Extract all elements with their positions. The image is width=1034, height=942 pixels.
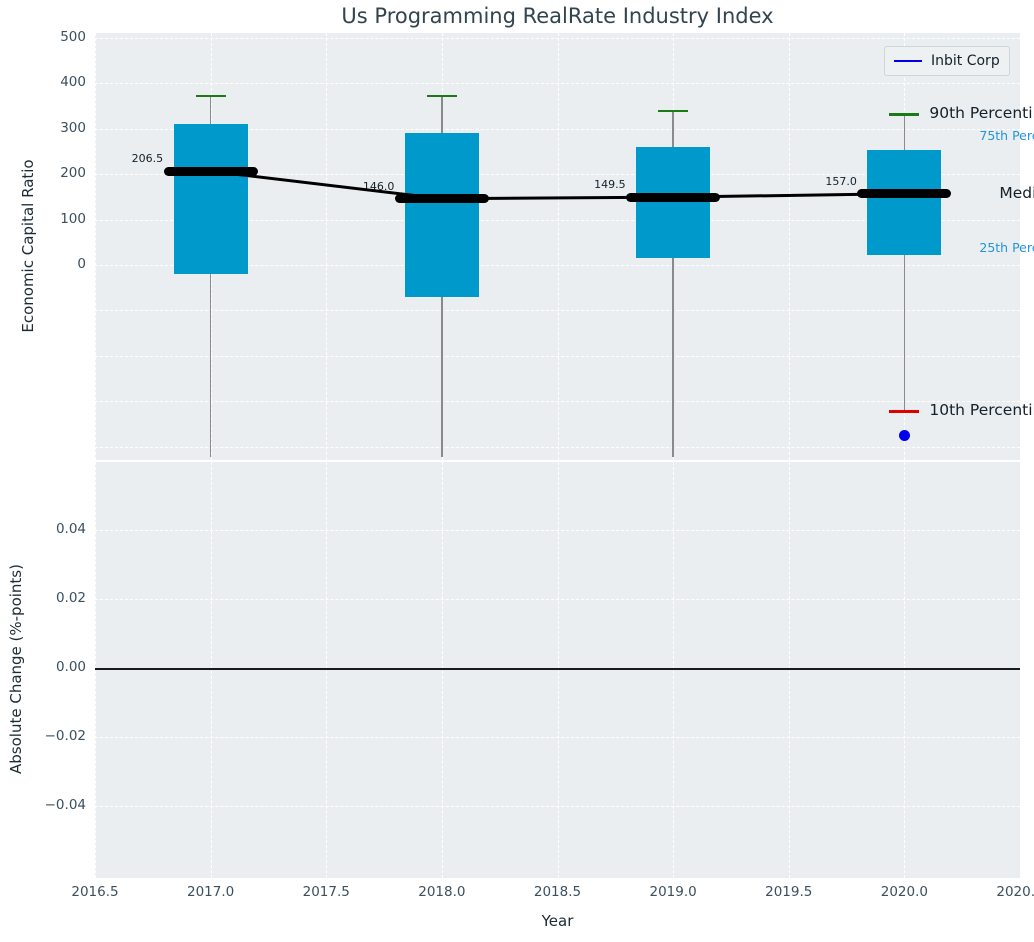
y-axis-tick-label: 400 — [60, 74, 86, 91]
x-axis-tick-label: 2018.0 — [418, 884, 466, 900]
box-interquartile-range — [173, 124, 248, 275]
gridline-vertical — [1020, 33, 1022, 460]
gridline-vertical — [788, 462, 791, 878]
bottom-plot-panel — [95, 462, 1022, 878]
box-interquartile-range — [636, 146, 711, 259]
annotation-75th-percentile: 75th Percentile — [979, 128, 1034, 144]
x-axis-tick-label: 2020.5 — [996, 884, 1034, 900]
y-axis-tick-label: 500 — [60, 29, 86, 45]
whisker-line — [903, 112, 906, 411]
zero-reference-line — [95, 668, 1020, 670]
annotation-25th-percentile: 25th Percentile — [979, 240, 1034, 255]
annotation-90th-percentile: 90th Percentile — [929, 103, 1034, 122]
y-axis-tick-label: −0.04 — [44, 797, 86, 813]
median-value-label: 149.5 — [594, 178, 626, 192]
x-axis-tick-label: 2017.5 — [302, 884, 350, 900]
median-value-label: 157.0 — [825, 174, 857, 188]
median-value-label: 146.0 — [362, 179, 395, 193]
x-axis-tick-label: 2017.0 — [187, 884, 235, 900]
x-axis-tick-label: 2018.5 — [533, 884, 582, 900]
top-plot-panel: 206.5 146.0 149.5 157.0 — [95, 33, 1022, 460]
bottom-y-axis-label: Absolute Change (%-points) — [7, 564, 25, 774]
whisker-line — [672, 109, 674, 457]
whisker-line — [209, 94, 212, 457]
x-axis-tick-label: 2019.5 — [765, 884, 813, 900]
x-axis-tick-label: 2016.5 — [71, 884, 119, 900]
gridline-vertical — [673, 462, 675, 878]
legend-item-label: Inbit Corp — [931, 53, 1000, 69]
gridline-vertical — [95, 462, 97, 878]
chart-legend[interactable]: Inbit Corp — [884, 46, 1010, 76]
y-axis-tick-label: 0.00 — [55, 659, 86, 675]
y-axis-tick-label: −0.02 — [44, 728, 86, 744]
cap-10th-percentile — [889, 410, 920, 413]
median-bar — [626, 192, 721, 202]
gridline-vertical — [1020, 462, 1022, 878]
chart-title: Us Programming RealRate Industry Index — [341, 4, 774, 28]
gridline-vertical — [326, 462, 328, 878]
y-axis-tick-label: 0 — [77, 256, 86, 272]
x-axis-tick-label: 2019.0 — [649, 884, 697, 900]
median-value-label: 206.5 — [131, 152, 164, 166]
annotation-10th-percentile: 10th Percentile — [929, 401, 1034, 420]
cap-90th-percentile — [426, 94, 457, 98]
y-axis-tick-label: 0.04 — [55, 521, 86, 537]
gridline-vertical — [904, 462, 906, 878]
median-bar — [857, 189, 952, 199]
y-axis-tick-label: 300 — [60, 119, 86, 136]
y-axis-tick-label: 200 — [60, 165, 86, 182]
gridline-vertical — [95, 33, 97, 460]
series-marker-inbit-corp[interactable] — [898, 429, 910, 441]
gridline-vertical — [557, 462, 560, 878]
annotation-median: Median — [999, 183, 1034, 202]
x-axis-label: Year — [541, 912, 574, 930]
median-bar — [394, 194, 489, 204]
box-interquartile-range — [867, 150, 942, 255]
gridline-vertical — [441, 462, 444, 878]
cap-90th-percentile — [195, 94, 226, 98]
cap-90th-percentile — [889, 112, 920, 116]
legend-line-icon — [894, 59, 922, 63]
gridline-vertical — [210, 462, 213, 878]
cap-90th-percentile — [658, 109, 689, 113]
box-interquartile-range — [404, 132, 479, 297]
x-axis-tick-label: 2020.0 — [880, 884, 928, 900]
top-y-axis-label: Economic Capital Ratio — [19, 158, 37, 333]
median-bar — [163, 166, 258, 176]
gridline-vertical — [788, 33, 791, 460]
y-axis-tick-label: 0.02 — [55, 590, 86, 606]
gridline-vertical — [557, 33, 560, 460]
gridline-vertical — [326, 33, 328, 460]
y-axis-tick-label: 100 — [60, 210, 86, 227]
